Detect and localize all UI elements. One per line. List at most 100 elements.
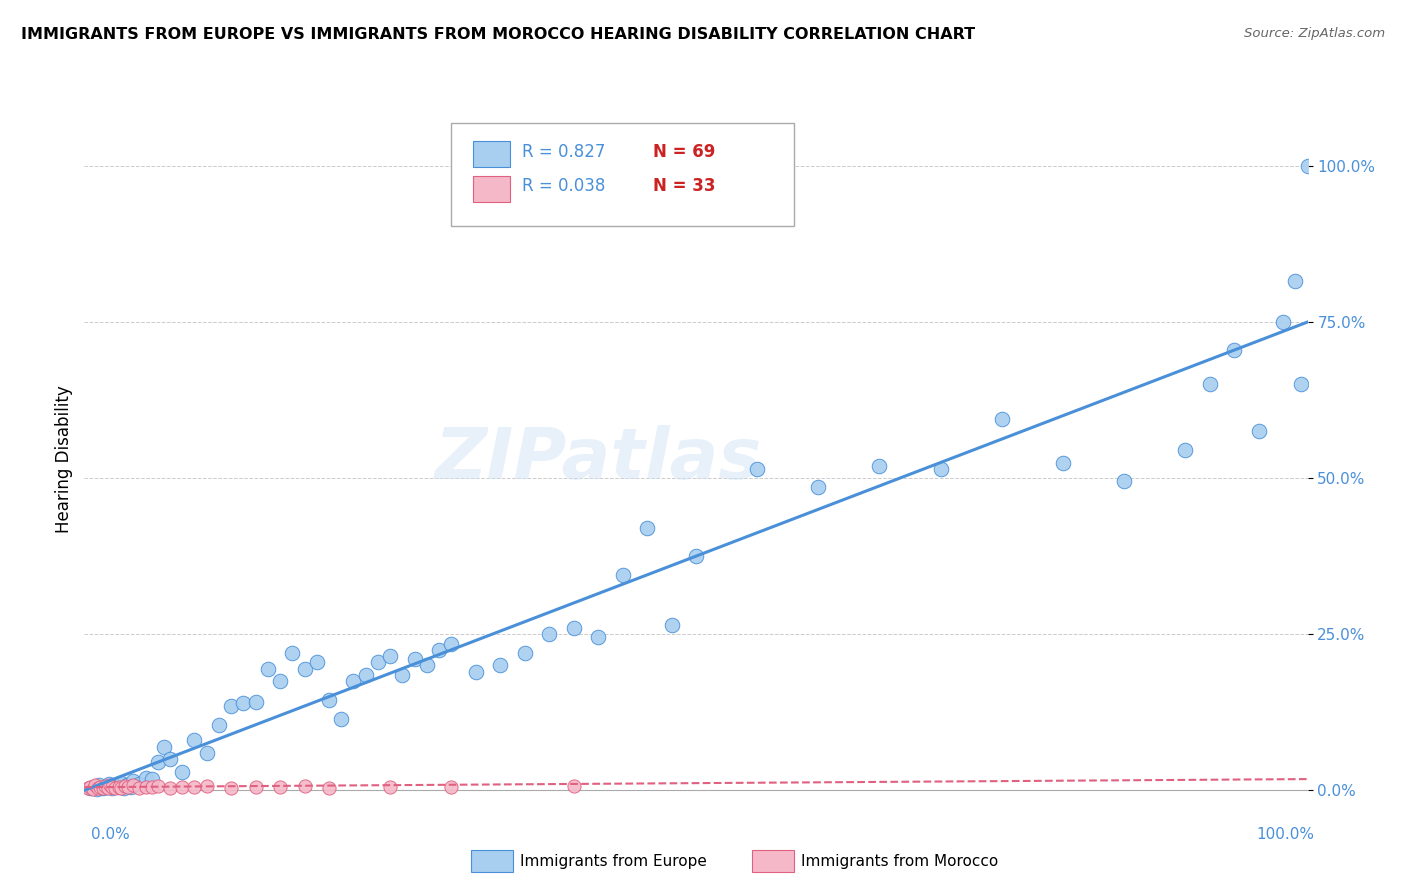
Point <box>991 412 1014 426</box>
Point <box>101 781 124 796</box>
Point <box>294 779 316 793</box>
Point <box>91 781 114 796</box>
Point <box>685 549 707 564</box>
Point <box>219 780 242 795</box>
Point <box>97 780 120 795</box>
Point <box>294 662 316 676</box>
Point <box>440 637 463 651</box>
Point <box>94 779 117 793</box>
Text: N = 69: N = 69 <box>654 143 716 161</box>
Point <box>208 717 231 731</box>
Point <box>257 662 280 676</box>
Text: Immigrants from Europe: Immigrants from Europe <box>520 855 707 869</box>
Point <box>586 630 609 644</box>
Point <box>101 780 124 794</box>
Point <box>807 481 830 495</box>
Point <box>195 779 218 793</box>
Point <box>122 778 145 792</box>
Point <box>110 776 132 790</box>
Point <box>87 780 110 795</box>
Point <box>1052 456 1074 470</box>
Point <box>97 777 120 791</box>
Point <box>89 780 111 794</box>
Point <box>172 764 194 779</box>
Point <box>1247 425 1270 439</box>
Point <box>77 781 100 796</box>
Point <box>141 772 163 786</box>
Text: N = 33: N = 33 <box>654 177 716 195</box>
Point <box>104 779 127 793</box>
Point <box>1291 377 1313 392</box>
Point <box>195 746 218 760</box>
Point <box>91 780 114 795</box>
Point <box>96 780 118 794</box>
Point <box>1174 443 1197 458</box>
Point <box>135 771 157 785</box>
Point <box>146 755 169 769</box>
Point <box>159 752 181 766</box>
Point <box>110 780 132 795</box>
Point <box>87 778 110 792</box>
Text: R = 0.827: R = 0.827 <box>522 143 606 161</box>
Point <box>122 773 145 789</box>
Point <box>416 658 439 673</box>
Point <box>98 778 121 792</box>
Point <box>747 462 769 476</box>
Text: 100.0%: 100.0% <box>1257 827 1315 841</box>
Point <box>513 646 536 660</box>
Point <box>538 627 561 641</box>
Point <box>183 780 205 794</box>
Point <box>114 779 136 793</box>
Point <box>159 780 181 795</box>
Point <box>120 780 142 794</box>
Point <box>367 655 389 669</box>
Point <box>107 780 129 794</box>
Point <box>232 696 254 710</box>
Point <box>79 781 101 796</box>
Text: R = 0.038: R = 0.038 <box>522 177 606 195</box>
Point <box>84 778 107 792</box>
Point <box>128 780 150 795</box>
Point <box>172 780 194 794</box>
Point <box>1272 315 1295 329</box>
Point <box>82 782 104 797</box>
Point <box>245 780 267 794</box>
Point <box>330 712 353 726</box>
Point <box>1114 475 1136 489</box>
Text: 0.0%: 0.0% <box>91 827 131 841</box>
Y-axis label: Hearing Disability: Hearing Disability <box>55 385 73 533</box>
Point <box>135 780 157 794</box>
Point <box>112 780 135 795</box>
Point <box>104 781 127 796</box>
Point <box>1284 275 1306 289</box>
FancyBboxPatch shape <box>451 123 794 226</box>
Point <box>427 642 450 657</box>
Point <box>464 665 486 679</box>
Text: Immigrants from Morocco: Immigrants from Morocco <box>801 855 998 869</box>
Point <box>612 568 634 582</box>
Point <box>219 699 242 714</box>
Point <box>562 621 585 635</box>
Text: ZIPatlas: ZIPatlas <box>434 425 762 494</box>
Point <box>354 667 377 681</box>
Point <box>1223 343 1246 358</box>
Point <box>1198 377 1220 392</box>
Point <box>107 780 129 794</box>
Point <box>83 780 105 794</box>
Point <box>869 458 891 473</box>
Point <box>245 695 267 709</box>
Text: IMMIGRANTS FROM EUROPE VS IMMIGRANTS FROM MOROCCO HEARING DISABILITY CORRELATION: IMMIGRANTS FROM EUROPE VS IMMIGRANTS FRO… <box>21 27 976 42</box>
Point <box>380 780 402 794</box>
Point <box>318 780 340 795</box>
Point <box>269 780 291 794</box>
Point <box>153 739 176 754</box>
Point <box>305 655 328 669</box>
Point <box>562 779 585 793</box>
Point <box>391 667 413 681</box>
Point <box>380 649 402 664</box>
Point <box>86 782 108 797</box>
Point <box>661 617 683 632</box>
Point <box>269 674 291 689</box>
Point <box>183 733 205 747</box>
Point <box>342 674 364 689</box>
